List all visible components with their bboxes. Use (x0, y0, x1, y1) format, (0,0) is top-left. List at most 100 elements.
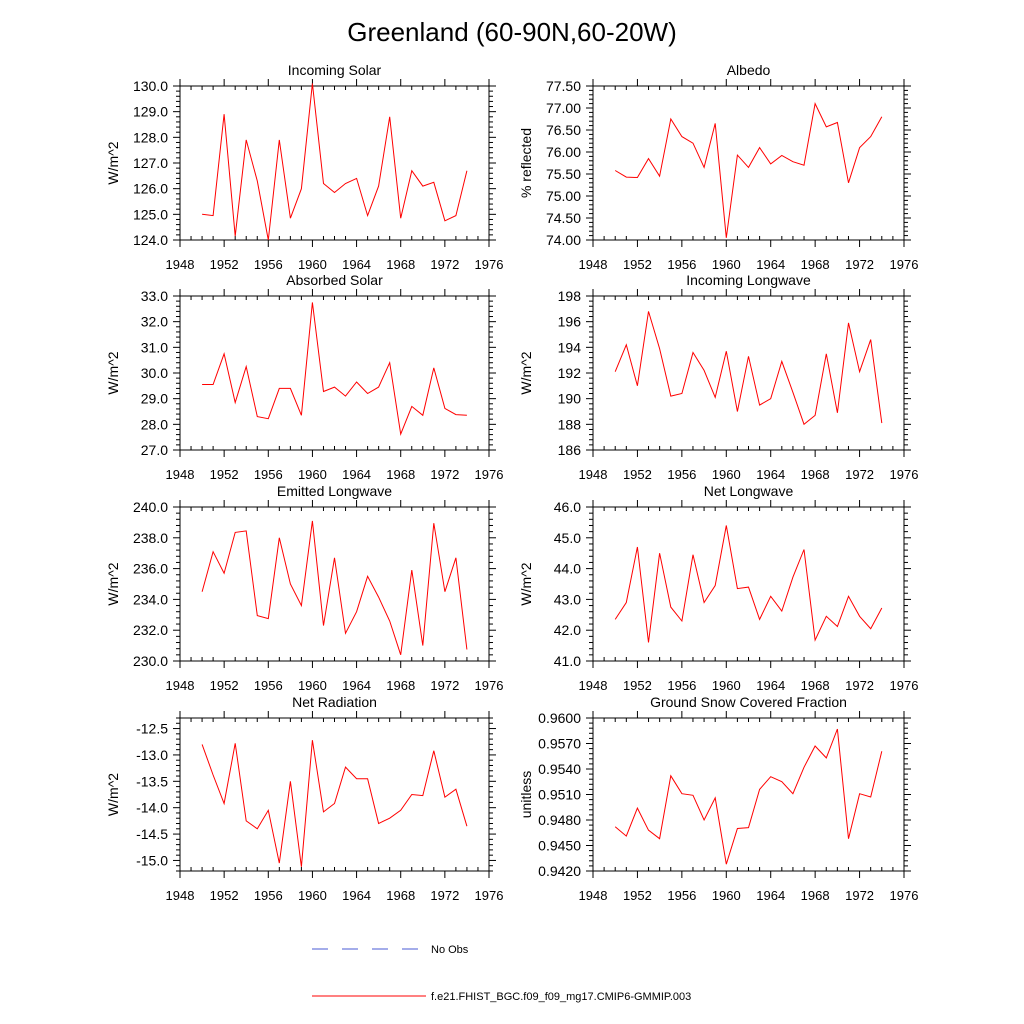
panel-title-net-radiation: Net Radiation (292, 694, 377, 710)
y-tick-label: 46.0 (554, 499, 581, 515)
x-tick-label: 1960 (298, 257, 327, 272)
x-tick-label: 1964 (756, 467, 785, 482)
x-tick-label: 1964 (342, 678, 371, 693)
panel-title-net-longwave: Net Longwave (704, 483, 794, 499)
x-tick-label: 1956 (254, 257, 283, 272)
y-axis-label-ground-snow-covered-fraction: unitless (518, 771, 534, 818)
panel-incoming-longwave: Incoming Longwave W/m^2 1948 1952 1956 1960 19… (518, 272, 918, 482)
y-tick-label: 232.0 (133, 622, 168, 638)
x-tick-label: 1976 (890, 257, 919, 272)
x-tick-label: 1976 (890, 467, 919, 482)
legend-label-model-run: f.e21.FHIST_BGC.f09_f09_mg17.CMIP6-GMMIP… (431, 991, 691, 1003)
legend: No Obs f.e21.FHIST_BGC.f09_f09_mg17.CMIP… (312, 944, 691, 1003)
series-line-net-longwave (614, 525, 883, 643)
y-tick-label: -14.0 (136, 800, 168, 816)
plot-frame-albedo (592, 85, 905, 241)
x-tick-label: 1964 (756, 678, 785, 693)
y-tick-label: 128.0 (133, 129, 168, 145)
plot-frame-net-longwave (592, 506, 905, 662)
y-tick-label: 127.0 (133, 155, 168, 171)
plot-frame-emitted-longwave (179, 506, 490, 662)
panel-albedo: Albedo % reflected 1948 1952 1956 1960 1964 196… (518, 62, 918, 272)
x-tick-label: 1972 (430, 467, 459, 482)
y-tick-label: 188 (558, 416, 582, 432)
y-tick-label: 126.0 (133, 181, 168, 197)
x-tick-label: 1964 (756, 257, 785, 272)
x-tick-label: 1972 (430, 678, 459, 693)
x-tick-label: 1948 (166, 678, 195, 693)
y-tick-label: 236.0 (133, 561, 168, 577)
series-line-net-radiation (201, 740, 468, 867)
y-tick-label: 130.0 (133, 78, 168, 94)
y-tick-label: 42.0 (554, 622, 581, 638)
panel-incoming-solar: Incoming Solar W/m^2 1948 1952 1956 1960 1964 1… (105, 62, 503, 272)
x-tick-label: 1956 (254, 467, 283, 482)
x-tick-label: 1976 (475, 257, 504, 272)
x-tick-label: 1972 (845, 257, 874, 272)
y-tick-label: 44.0 (554, 561, 581, 577)
x-tick-label: 1976 (475, 678, 504, 693)
x-tick-label: 1964 (342, 888, 371, 903)
y-axis-label-albedo: % reflected (518, 128, 534, 198)
y-tick-label: -14.5 (136, 826, 168, 842)
y-tick-label: 190 (558, 391, 582, 407)
series-line-albedo (614, 101, 883, 238)
x-tick-label: 1976 (890, 678, 919, 693)
x-tick-label: 1972 (430, 257, 459, 272)
y-tick-label: 45.0 (554, 530, 581, 546)
y-tick-label: 31.0 (141, 339, 168, 355)
x-tick-label: 1952 (623, 257, 652, 272)
x-tick-label: 1956 (254, 678, 283, 693)
x-tick-label: 1964 (342, 257, 371, 272)
y-tick-label: -12.5 (136, 721, 168, 737)
y-tick-label: 75.50 (546, 166, 581, 182)
y-tick-label: 238.0 (133, 530, 168, 546)
y-tick-label: 74.00 (546, 232, 581, 248)
y-tick-label: 129.0 (133, 104, 168, 120)
x-tick-label: 1964 (756, 888, 785, 903)
y-tick-label: 230.0 (133, 653, 168, 669)
y-tick-label: 125.0 (133, 206, 168, 222)
x-tick-label: 1960 (298, 467, 327, 482)
y-tick-label: 30.0 (141, 365, 168, 381)
x-tick-label: 1956 (667, 888, 696, 903)
x-tick-label: 1960 (712, 888, 741, 903)
x-tick-label: 1952 (210, 678, 239, 693)
panel-emitted-longwave: Emitted Longwave W/m^2 1948 1952 1956 1960 196… (105, 483, 503, 693)
x-tick-label: 1964 (342, 467, 371, 482)
panel-title-absorbed-solar: Absorbed Solar (286, 272, 383, 288)
x-tick-label: 1972 (845, 467, 874, 482)
x-tick-label: 1960 (298, 888, 327, 903)
y-tick-label: 186 (558, 442, 582, 458)
y-tick-label: 32.0 (141, 314, 168, 330)
plot-frame-net-radiation (179, 717, 490, 872)
plot-frame-incoming-solar (179, 85, 490, 241)
y-tick-label: 240.0 (133, 499, 168, 515)
y-tick-label: 41.0 (554, 653, 581, 669)
figure-title: Greenland (60-90N,60-20W) (347, 17, 677, 47)
x-tick-label: 1948 (166, 467, 195, 482)
x-tick-label: 1952 (623, 888, 652, 903)
plot-frame-ground-snow-covered-fraction (592, 717, 905, 872)
legend-label-no-obs: No Obs (431, 944, 469, 956)
series-line-incoming-solar (202, 83, 468, 241)
x-tick-label: 1972 (845, 678, 874, 693)
x-tick-label: 1956 (667, 467, 696, 482)
y-tick-label: 74.50 (546, 210, 581, 226)
y-tick-label: 43.0 (554, 591, 581, 607)
panel-net-longwave: Net Longwave W/m^2 1948 1952 1956 1960 1964 196… (518, 483, 918, 693)
x-tick-label: 1968 (386, 257, 415, 272)
y-tick-label: 192 (558, 365, 582, 381)
y-axis-label-incoming-solar: W/m^2 (105, 141, 121, 184)
y-axis-label-net-longwave: W/m^2 (518, 562, 534, 605)
x-tick-label: 1948 (166, 888, 195, 903)
y-tick-label: 27.0 (141, 442, 168, 458)
x-tick-label: 1952 (210, 257, 239, 272)
y-tick-label: 0.9510 (538, 787, 581, 803)
x-tick-label: 1976 (475, 888, 504, 903)
x-tick-label: 1968 (801, 257, 830, 272)
y-tick-label: 0.9420 (538, 863, 581, 879)
y-axis-label-emitted-longwave: W/m^2 (105, 562, 121, 605)
x-tick-label: 1960 (712, 678, 741, 693)
